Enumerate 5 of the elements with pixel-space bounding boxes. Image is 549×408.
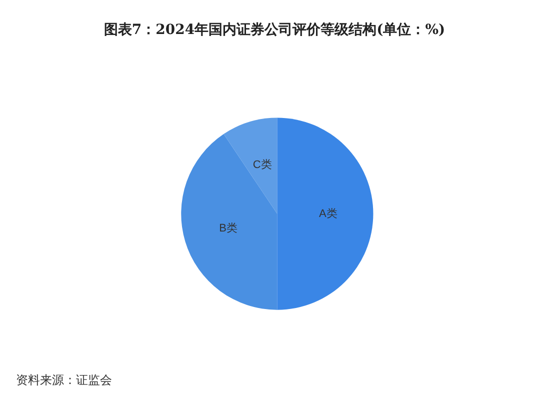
slice-label: C类 [252, 158, 272, 171]
slice-label: B类 [219, 222, 238, 235]
text: 资料来源：证监会 [16, 373, 112, 387]
slice-label: A类 [319, 206, 338, 220]
chart-title: 图表7：2024年国内证券公司评价等级结构(单位：%) [104, 22, 446, 38]
